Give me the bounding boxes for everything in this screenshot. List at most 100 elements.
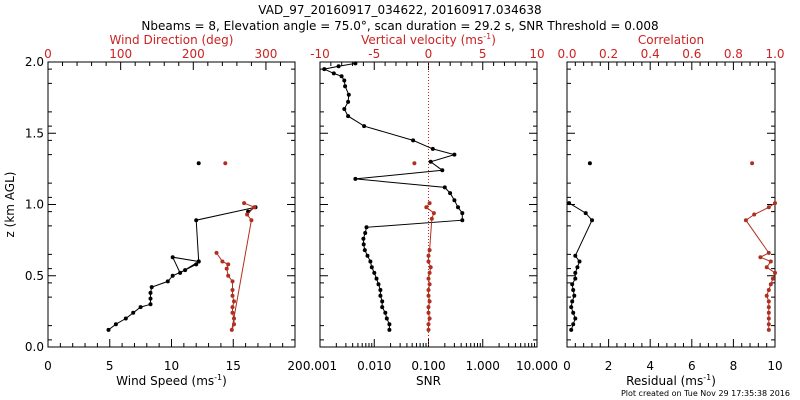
red-data-point <box>770 276 775 281</box>
top-axis-title: Vertical velocity (ms-1) <box>361 32 496 47</box>
top-tick-label: 0.0 <box>557 47 576 61</box>
black-series-line <box>568 202 593 331</box>
top-tick-label: 0.6 <box>682 47 701 61</box>
black-data-point <box>372 270 377 275</box>
red-data-point <box>766 250 771 255</box>
red-data-point <box>230 305 235 310</box>
red-data-point <box>426 288 431 292</box>
black-data-point <box>194 262 199 267</box>
x-tick-label: 8 <box>730 359 738 373</box>
black-series-line <box>322 62 463 330</box>
red-data-point <box>766 305 771 310</box>
red-series-line <box>216 202 256 331</box>
black-data-point <box>131 310 136 315</box>
black-data-point <box>170 255 175 260</box>
red-data-point <box>429 216 434 221</box>
red-data-point <box>766 310 771 315</box>
black-data-point <box>148 302 153 307</box>
red-data-point <box>427 248 432 253</box>
red-data-point <box>426 259 431 264</box>
top-tick-label: 10 <box>529 47 544 61</box>
black-data-point <box>571 322 576 327</box>
black-data-point <box>170 273 175 278</box>
top-tick-label: 1.0 <box>765 47 784 61</box>
red-data-point <box>412 161 417 166</box>
black-data-point <box>353 176 358 181</box>
black-data-point <box>570 299 575 304</box>
top-tick-label: 0 <box>425 47 433 61</box>
red-data-point <box>427 316 432 321</box>
top-tick-label: 5 <box>479 47 487 61</box>
red-data-point <box>230 293 235 298</box>
red-data-point <box>758 255 763 260</box>
black-data-point <box>374 276 379 281</box>
red-data-point <box>242 201 247 206</box>
red-data-point <box>752 212 757 217</box>
top-tick-label: 300 <box>254 47 277 61</box>
black-data-point <box>573 276 578 281</box>
red-data-point <box>768 259 773 264</box>
black-data-point <box>442 185 447 190</box>
black-data-point <box>148 296 153 301</box>
panel-frame <box>566 61 776 348</box>
black-data-point <box>353 61 358 66</box>
black-data-point <box>196 161 201 166</box>
black-data-point <box>123 316 128 321</box>
x-tick-label: 10.000 <box>516 359 558 373</box>
x-tick-label: 6 <box>688 359 696 373</box>
black-data-point <box>363 231 368 235</box>
black-data-point <box>194 218 199 223</box>
y-tick-label: 2.0 <box>25 55 44 69</box>
black-data-point <box>113 322 118 327</box>
x-tick-label: 0.010 <box>357 359 391 373</box>
top-tick-label: -5 <box>368 47 380 61</box>
red-data-point <box>766 322 771 327</box>
black-data-point <box>428 159 433 164</box>
top-axis-title: Correlation <box>638 33 704 47</box>
y-tick-label: 1.5 <box>25 126 44 140</box>
red-data-point <box>232 322 236 327</box>
panel-1: 0.0 0.5 1.0 1.5 2.0 z (km AGL) 0 5 10 15 20 Wind Sp… <box>3 33 303 388</box>
black-data-point <box>106 327 111 332</box>
black-data-point <box>571 288 576 292</box>
x-tick-label: 0.001 <box>303 359 337 373</box>
bottom-axis-title: SNR <box>416 374 441 388</box>
red-data-point <box>773 270 777 275</box>
red-data-point <box>230 288 235 292</box>
red-data-point <box>224 266 229 271</box>
black-data-point <box>183 268 188 273</box>
red-data-point <box>428 265 433 270</box>
red-data-point <box>766 205 771 210</box>
black-data-point <box>343 84 348 89</box>
x-tick-label: 4 <box>646 359 654 373</box>
red-data-point <box>426 327 431 332</box>
red-data-point <box>766 316 771 321</box>
black-data-point <box>361 242 366 247</box>
black-data-point <box>411 138 416 143</box>
black-data-point <box>460 211 465 216</box>
black-data-point <box>362 124 367 129</box>
x-tick-label: 0.100 <box>411 359 445 373</box>
red-data-point <box>427 201 432 206</box>
black-data-point <box>383 310 388 315</box>
y-tick-label: 0.0 <box>25 340 44 354</box>
black-data-point <box>365 253 370 258</box>
black-data-point <box>148 290 153 295</box>
red-data-point <box>220 259 225 264</box>
black-data-point <box>339 74 344 79</box>
red-data-point <box>424 205 429 210</box>
black-data-point <box>456 205 460 210</box>
red-data-point <box>226 273 231 278</box>
red-data-point <box>230 279 235 284</box>
red-data-point <box>766 288 771 292</box>
x-tick-label: 1.000 <box>466 359 500 373</box>
black-data-point <box>368 259 373 264</box>
black-data-point <box>460 218 465 223</box>
red-data-point <box>245 212 250 217</box>
red-data-point <box>229 327 234 332</box>
x-tick-label: 0 <box>44 359 52 373</box>
black-data-point <box>384 316 389 321</box>
black-data-point <box>342 78 347 83</box>
black-data-point <box>378 293 383 298</box>
top-tick-label: 0.8 <box>724 47 743 61</box>
